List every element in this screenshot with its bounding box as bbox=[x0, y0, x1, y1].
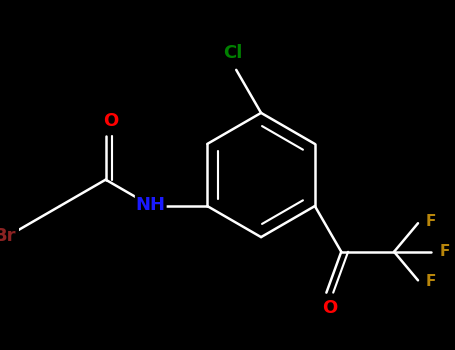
Text: O: O bbox=[103, 112, 118, 130]
Text: O: O bbox=[323, 299, 338, 316]
Text: F: F bbox=[426, 274, 436, 289]
Text: Br: Br bbox=[0, 226, 16, 245]
Text: NH: NH bbox=[136, 196, 166, 213]
Text: Cl: Cl bbox=[223, 44, 243, 62]
Text: F: F bbox=[426, 214, 436, 229]
Text: F: F bbox=[439, 244, 450, 259]
